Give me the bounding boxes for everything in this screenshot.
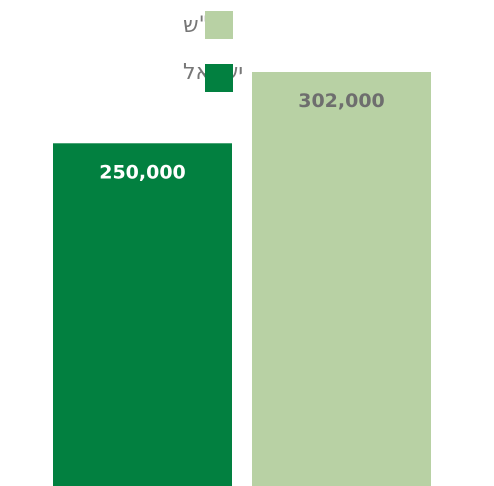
bars-group — [53, 72, 431, 486]
bar-israel — [53, 143, 232, 486]
bar-value-label-yosh: 302,000 — [298, 90, 385, 112]
legend-swatch-yosh — [205, 11, 233, 39]
legend-swatch-israel — [205, 64, 233, 92]
bar-yosh — [252, 72, 431, 486]
legend: יו"ש ישראל — [183, 11, 243, 92]
bar-labels-group: 250,000 302,000 — [99, 90, 385, 183]
bar-value-label-israel: 250,000 — [99, 161, 186, 183]
